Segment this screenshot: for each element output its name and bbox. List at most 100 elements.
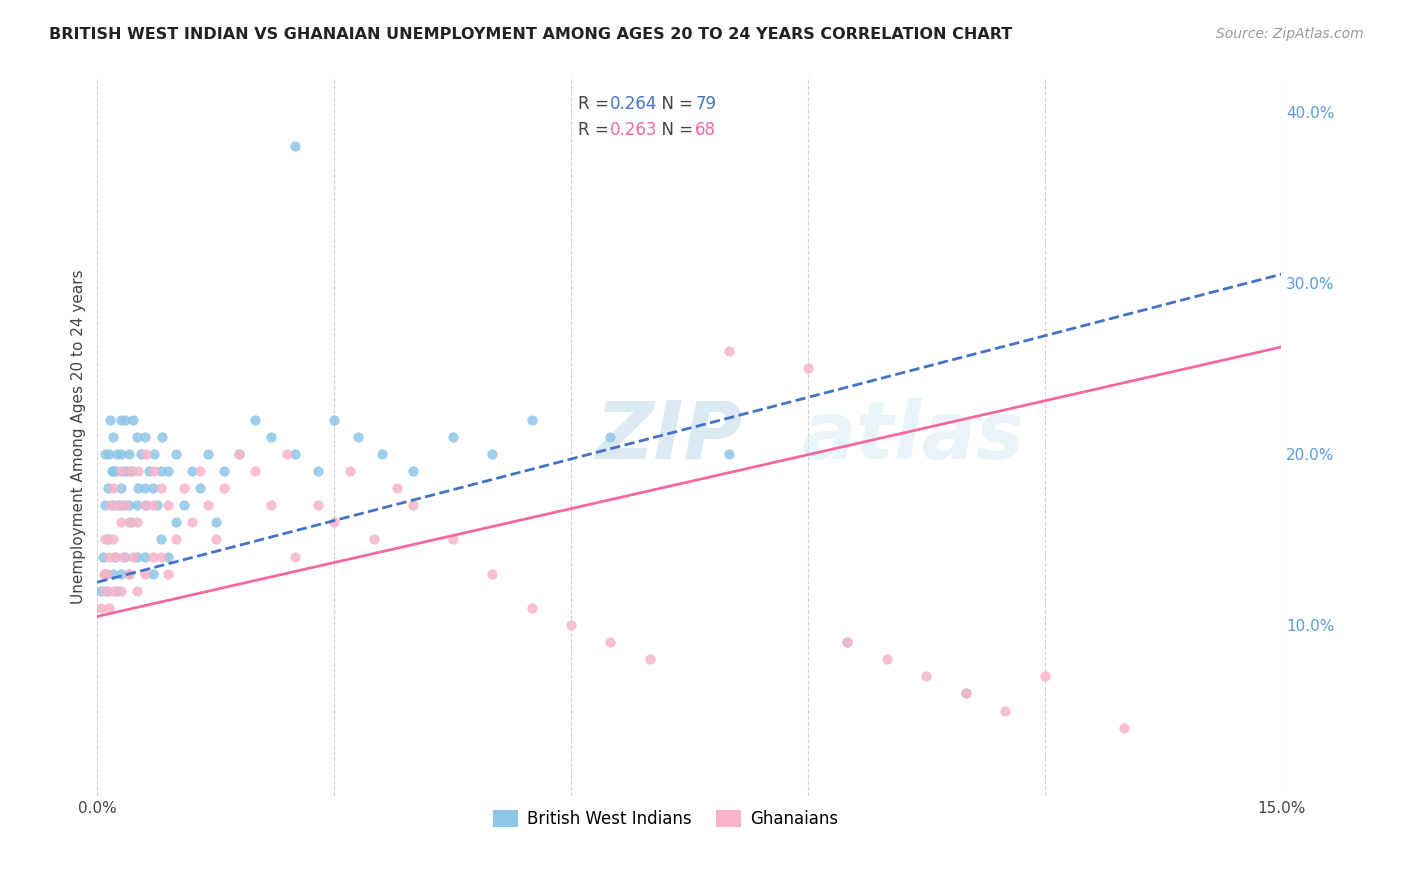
Point (120, 516, 142, 530)
Point (157, 549, 180, 564)
Point (104, 549, 127, 564)
Point (149, 533, 172, 547)
Point (101, 498, 124, 512)
Point (90, 583, 112, 598)
Point (105, 498, 128, 512)
Point (560, 618, 582, 632)
Point (915, 669, 938, 683)
Point (93, 566, 115, 581)
Point (110, 516, 132, 530)
Point (142, 549, 165, 564)
Point (173, 481, 195, 495)
Point (122, 549, 145, 564)
Point (150, 430, 173, 444)
Point (363, 533, 385, 547)
Point (114, 498, 136, 512)
Point (101, 533, 124, 547)
Point (212, 481, 235, 495)
Point (125, 549, 148, 564)
Point (284, 447, 307, 461)
Point (127, 481, 149, 495)
Point (837, 635, 859, 649)
Point (481, 447, 503, 461)
Point (94, 498, 117, 512)
Point (118, 498, 141, 512)
Point (118, 516, 141, 530)
Point (97, 481, 120, 495)
Point (284, 139, 307, 153)
Point (197, 498, 219, 512)
Point (105, 583, 128, 598)
Point (149, 464, 172, 478)
Point (441, 430, 464, 444)
Point (115, 464, 138, 478)
Point (135, 498, 157, 512)
Point (125, 430, 148, 444)
Point (481, 566, 503, 581)
Point (94, 447, 117, 461)
Point (111, 498, 134, 512)
Point (204, 533, 226, 547)
Point (101, 481, 124, 495)
Point (110, 447, 132, 461)
Point (118, 566, 141, 581)
Point (91, 549, 114, 564)
Point (245, 464, 267, 478)
Point (100, 464, 122, 478)
Point (370, 447, 392, 461)
Point (90, 600, 112, 615)
Point (96, 583, 118, 598)
Point (276, 447, 298, 461)
Text: 79: 79 (696, 95, 716, 113)
Point (134, 430, 156, 444)
Point (104, 464, 127, 478)
Point (599, 430, 621, 444)
Point (212, 464, 235, 478)
Point (105, 447, 128, 461)
Point (134, 481, 156, 495)
Point (110, 566, 132, 581)
Point (520, 412, 543, 426)
Point (101, 566, 124, 581)
Point (110, 412, 132, 426)
Text: R =: R = (578, 95, 614, 113)
Point (188, 481, 211, 495)
Point (204, 516, 226, 530)
Point (112, 464, 135, 478)
Point (118, 566, 141, 581)
Point (110, 464, 132, 478)
Point (165, 533, 187, 547)
Text: ZIP: ZIP (595, 398, 742, 475)
Point (142, 566, 165, 581)
Point (138, 464, 160, 478)
Point (94, 533, 117, 547)
Point (638, 652, 661, 666)
Text: 0.264: 0.264 (610, 95, 658, 113)
Point (245, 412, 267, 426)
Point (149, 481, 172, 495)
Point (97, 533, 120, 547)
Point (143, 464, 166, 478)
Point (127, 464, 149, 478)
Text: N =: N = (651, 95, 699, 113)
Point (145, 498, 167, 512)
Point (339, 464, 361, 478)
Point (101, 583, 124, 598)
Point (98, 549, 121, 564)
Point (876, 652, 898, 666)
Point (955, 686, 977, 700)
Point (307, 498, 329, 512)
Point (114, 549, 136, 564)
Point (101, 430, 124, 444)
Point (134, 498, 156, 512)
Point (181, 464, 204, 478)
Point (120, 464, 142, 478)
Point (121, 464, 143, 478)
Point (307, 464, 329, 478)
Point (323, 516, 346, 530)
Point (323, 412, 346, 426)
Point (98, 600, 121, 615)
Point (402, 498, 425, 512)
Point (228, 447, 250, 461)
Point (129, 447, 152, 461)
